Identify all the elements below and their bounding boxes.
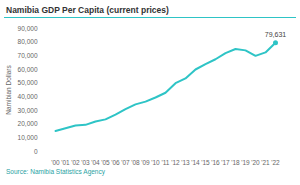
svg-text:'00: '00 (51, 159, 60, 166)
svg-text:'05: '05 (101, 159, 110, 166)
svg-text:'08: '08 (131, 159, 140, 166)
svg-text:'13: '13 (181, 159, 190, 166)
svg-text:'11: '11 (162, 159, 170, 166)
svg-text:'17: '17 (221, 159, 230, 166)
svg-text:'16: '16 (211, 159, 220, 166)
html-text:Source: Namibia Statistics Age: Source: Namibia Statistics Agency (6, 168, 105, 175)
svg-text:10,000: 10,000 (18, 134, 38, 141)
svg-text:50,000: 50,000 (18, 79, 38, 86)
svg-text:'09: '09 (141, 159, 150, 166)
svg-text:40,000: 40,000 (18, 93, 38, 100)
svg-text:60,000: 60,000 (18, 66, 38, 73)
svg-text:90,000: 90,000 (18, 25, 38, 32)
svg-text:'22: '22 (271, 159, 280, 166)
svg-text:'19: '19 (241, 159, 250, 166)
svg-text:'14: '14 (191, 159, 200, 166)
svg-text:79,631: 79,631 (265, 31, 287, 38)
svg-text:'04: '04 (91, 159, 100, 166)
svg-text:'02: '02 (71, 159, 80, 166)
svg-text:'03: '03 (81, 159, 90, 166)
svg-text:80,000: 80,000 (18, 38, 38, 45)
svg-text:30,000: 30,000 (18, 107, 38, 114)
svg-text:20,000: 20,000 (18, 120, 38, 127)
svg-text:70,000: 70,000 (18, 52, 38, 59)
svg-text:'07: '07 (121, 159, 130, 166)
svg-text:'20: '20 (251, 159, 260, 166)
svg-text:'21: '21 (261, 159, 270, 166)
svg-text:Namibian Dollars: Namibian Dollars (5, 65, 12, 115)
svg-text:'06: '06 (111, 159, 120, 166)
svg-text:'01: '01 (61, 159, 70, 166)
svg-text:'15: '15 (201, 159, 210, 166)
svg-text:'10: '10 (151, 159, 160, 166)
svg-text:'18: '18 (231, 159, 240, 166)
html-text:Namibia GDP Per Capita (curren: Namibia GDP Per Capita (current prices) (6, 5, 169, 15)
svg-text:0: 0 (34, 148, 38, 155)
svg-text:'12: '12 (171, 159, 180, 166)
